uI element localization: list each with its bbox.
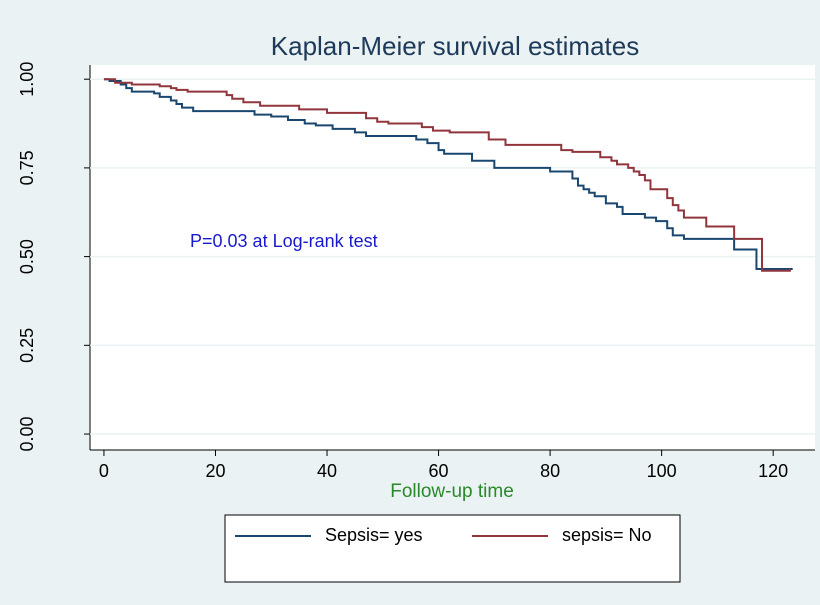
x-tick-label: 80 [540, 461, 560, 481]
survival-line [103, 78, 793, 271]
y-tick-label: 0.00 [17, 417, 37, 452]
x-tick-label: 120 [758, 461, 788, 481]
x-tick-label: 60 [429, 461, 449, 481]
annotation: P=0.03 at Log-rank test [190, 231, 378, 251]
chart-title: Kaplan-Meier survival estimates [271, 31, 639, 61]
survival-line [103, 78, 791, 272]
legend-label: Sepsis= yes [325, 525, 423, 545]
x-axis-label: Follow-up time [390, 481, 514, 502]
plot-area [90, 65, 815, 450]
x-tick-label: 0 [99, 461, 109, 481]
legend [224, 514, 681, 583]
x-tick-label: 20 [205, 461, 225, 481]
legend-label: sepsis= No [562, 525, 652, 545]
x-tick-label: 40 [317, 461, 337, 481]
y-tick-label: 0.50 [17, 239, 37, 274]
y-tick-label: 0.75 [17, 150, 37, 185]
y-tick-label: 0.25 [17, 328, 37, 363]
y-tick-label: 1.00 [17, 62, 37, 97]
x-tick-label: 100 [647, 461, 677, 481]
